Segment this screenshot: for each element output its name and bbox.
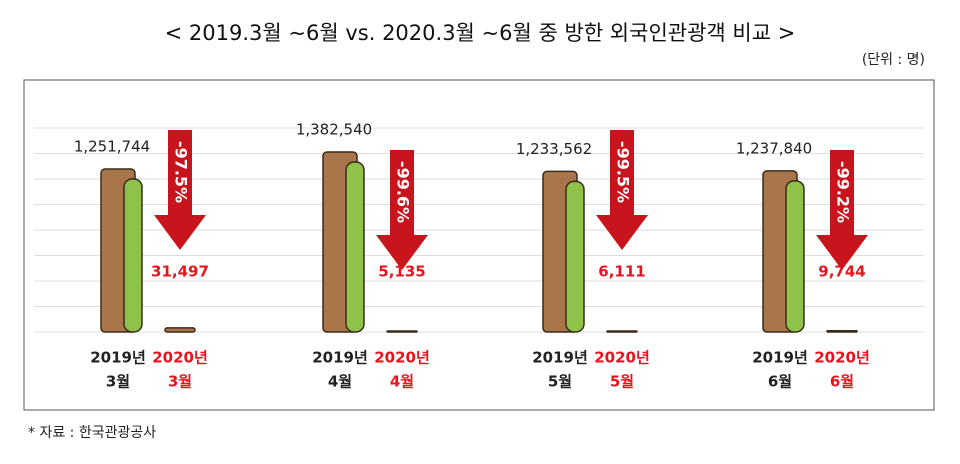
value-label: 1,382,540 bbox=[296, 121, 372, 139]
value-label: 9,744 bbox=[818, 263, 865, 281]
bar-figure bbox=[345, 161, 365, 333]
change-label: -99.2% bbox=[834, 161, 853, 223]
chart-title: < 2019.3월 ∼6월 vs. 2020.3월 ∼6월 중 방한 외국인관광… bbox=[165, 21, 796, 45]
x-tick-label: 4월 bbox=[390, 373, 414, 391]
series-label: 2019년 bbox=[312, 349, 368, 367]
bar-figure bbox=[785, 180, 805, 333]
change-label: -99.6% bbox=[394, 161, 413, 223]
bar-figure bbox=[123, 178, 143, 333]
change-arrow bbox=[154, 130, 206, 250]
change-label: -97.5% bbox=[172, 141, 191, 203]
change-arrow bbox=[376, 150, 428, 270]
series-label: 2020년 bbox=[152, 349, 208, 367]
series-label: 2020년 bbox=[374, 349, 430, 367]
value-label: 31,497 bbox=[151, 263, 209, 281]
bar bbox=[386, 330, 418, 333]
x-tick-label: 5월 bbox=[610, 373, 634, 391]
x-tick-label: 6월 bbox=[768, 373, 792, 391]
value-label: 1,237,840 bbox=[736, 139, 812, 157]
bar bbox=[164, 327, 196, 333]
series-label: 2020년 bbox=[814, 349, 870, 367]
change-label: -99.5% bbox=[614, 141, 633, 203]
x-tick-label: 4월 bbox=[328, 373, 352, 391]
value-label: 1,251,744 bbox=[74, 138, 150, 156]
series-label: 2019년 bbox=[90, 349, 146, 367]
x-tick-label: 5월 bbox=[548, 373, 572, 391]
series-label: 2019년 bbox=[752, 349, 808, 367]
series-label: 2020년 bbox=[594, 349, 650, 367]
series-label: 2019년 bbox=[532, 349, 588, 367]
x-tick-label: 3월 bbox=[106, 373, 130, 391]
value-label: 6,111 bbox=[598, 263, 645, 281]
source-note: * 자료 : 한국관광공사 bbox=[28, 425, 156, 441]
unit-label: (단위 : 명) bbox=[862, 52, 925, 68]
bar-figure bbox=[565, 180, 585, 333]
x-tick-label: 6월 bbox=[830, 373, 854, 391]
change-arrow bbox=[816, 150, 868, 270]
value-label: 5,135 bbox=[378, 263, 425, 281]
bar bbox=[826, 329, 858, 333]
value-label: 1,233,562 bbox=[516, 140, 592, 158]
bar bbox=[606, 330, 638, 333]
change-arrow bbox=[596, 130, 648, 250]
x-tick-label: 3월 bbox=[168, 373, 192, 391]
